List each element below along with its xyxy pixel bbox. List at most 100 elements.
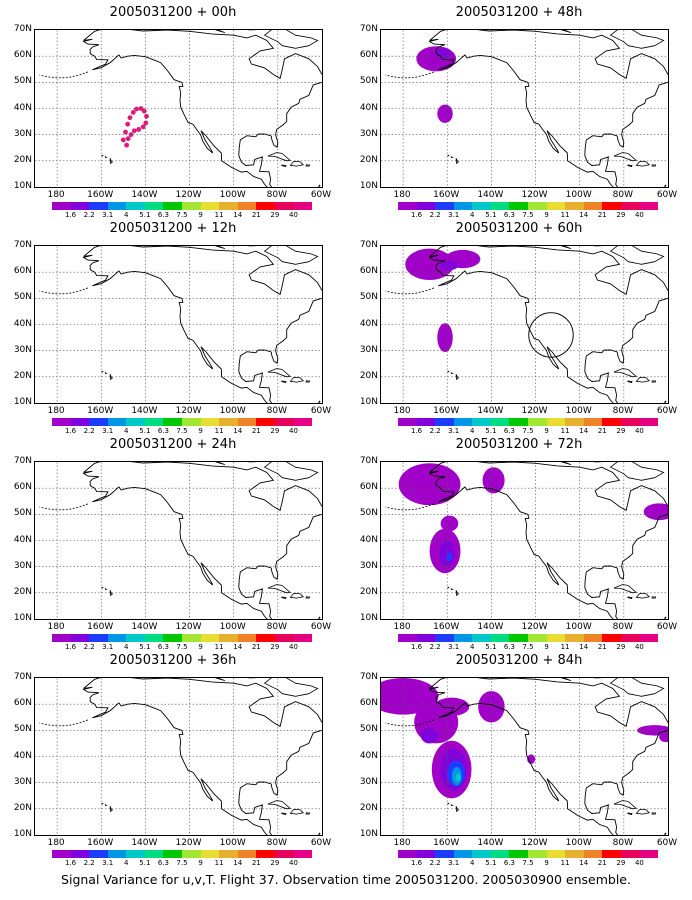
longitude-tick-label: 160W [87, 190, 114, 200]
colorbar-swatch [453, 418, 473, 426]
colorbar [398, 634, 659, 642]
observation-point [128, 132, 134, 138]
latitude-tick-label: 30N [13, 560, 32, 571]
observation-point [125, 136, 131, 141]
colorbar-swatch [293, 850, 313, 858]
colorbar-swatch [620, 202, 640, 210]
colorbar-swatch [602, 634, 621, 642]
colorbar-swatch [89, 634, 108, 642]
observation-point [127, 115, 133, 121]
colorbar-swatch [182, 418, 201, 426]
colorbar-label: 6.3 [157, 643, 169, 651]
colorbar-label: 1.6 [410, 427, 423, 435]
latitude-tick-label: 50N [13, 76, 32, 87]
latitude-tick-label: 50N [13, 724, 32, 735]
colorbar-swatch [237, 202, 257, 210]
colorbar-swatch [237, 418, 257, 426]
map-frame [380, 29, 669, 188]
colorbar-label: 14 [233, 859, 243, 867]
latitude-tick-label: 20N [13, 154, 32, 165]
observation-point [120, 137, 126, 143]
colorbar-swatch [453, 634, 473, 642]
coastline [82, 30, 322, 187]
longitude-tick-label: 120W [175, 190, 202, 200]
colorbar-label: 21 [251, 643, 261, 651]
colorbar-label: 5.1 [485, 427, 497, 435]
observation-point [124, 142, 130, 148]
colorbar-swatch [472, 634, 491, 642]
colorbar-swatch [89, 418, 108, 426]
colorbar-swatch [219, 634, 238, 642]
colorbar [52, 418, 313, 426]
colorbar-swatch [416, 202, 436, 210]
colorbar-swatch [219, 418, 238, 426]
latitude-tick-label: 50N [13, 508, 32, 519]
colorbar-swatch [293, 202, 313, 210]
longitude-tick-label: 180 [47, 622, 65, 632]
latitude-tick-label: 20N [13, 802, 32, 813]
colorbar-swatch [435, 418, 454, 426]
colorbar-label: 2.2 [429, 643, 441, 651]
variance-shading [440, 260, 459, 271]
colorbar-label: 29 [270, 643, 280, 651]
colorbar-swatch [639, 418, 659, 426]
panel-title: 2005031200 + 24h [109, 437, 237, 452]
map-panel: 2005031200 + 24h 70N 60N 50N 40N 30N 20N 10N 180… [0, 432, 346, 651]
colorbar-swatch [639, 634, 659, 642]
panel-title: 2005031200 + 60h [455, 221, 583, 236]
latitude-tick-label: 50N [359, 292, 378, 303]
colorbar-swatch [398, 634, 417, 642]
colorbar-label: 5.1 [485, 643, 497, 651]
map-panel: 2005031200 + 36h 70N 60N 50N 40N 30N 20N 10N 180… [0, 648, 346, 867]
target-region-circle [528, 312, 574, 358]
colorbar-label: 29 [616, 427, 626, 435]
map-frame [34, 29, 323, 188]
colorbar-label: 4 [470, 643, 475, 651]
colorbar-label: 14 [579, 427, 589, 435]
colorbar-swatch [565, 850, 584, 858]
colorbar-swatch [583, 634, 603, 642]
colorbar-swatch [107, 202, 127, 210]
longitude-tick-label: 60W [656, 406, 678, 416]
variance-shading [455, 773, 461, 782]
latitude-tick-label: 60N [359, 266, 378, 277]
colorbar-label: 5.1 [139, 211, 151, 219]
colorbar-label: 1.6 [64, 427, 77, 435]
colorbar-label: 6.3 [157, 859, 169, 867]
colorbar-swatch [602, 850, 621, 858]
colorbar-label: 40 [288, 859, 298, 867]
colorbar-swatch [490, 418, 510, 426]
colorbar-label: 3.1 [448, 211, 460, 219]
longitude-tick-label: 160W [433, 406, 460, 416]
latitude-tick-label: 70N [13, 456, 32, 466]
longitude-tick-label: 60W [656, 190, 678, 200]
colorbar-label: 21 [251, 859, 261, 867]
map-panel: 2005031200 + 48h 70N 60N 50N 40N 30N 20N 10N 180… [346, 0, 692, 219]
colorbar-swatch [565, 418, 584, 426]
colorbar-label: 3.1 [448, 643, 460, 651]
observation-point [130, 110, 136, 115]
latitude-tick-label: 30N [359, 560, 378, 571]
colorbar-swatch [490, 634, 510, 642]
colorbar-swatch [490, 202, 510, 210]
map-panel: 2005031200 + 12h 70N 60N 50N 40N 30N 20N 10N 180… [0, 216, 346, 435]
observation-point [144, 113, 149, 119]
longitude-tick-label: 100W [219, 190, 246, 200]
observation-point [125, 121, 131, 127]
colorbar-label: 6.3 [503, 859, 515, 867]
coastline [82, 678, 322, 835]
colorbar-swatch [163, 850, 183, 858]
map-plot [35, 462, 322, 619]
colorbar [52, 634, 313, 642]
longitude-tick-label: 80W [612, 622, 634, 632]
latitude-tick-label: 30N [13, 344, 32, 355]
colorbar-swatch [416, 634, 436, 642]
colorbar-label: 14 [233, 427, 243, 435]
map-frame [34, 677, 323, 836]
longitude-tick-label: 140W [477, 838, 504, 848]
panel-title: 2005031200 + 12h [109, 221, 237, 236]
colorbar-label: 1.6 [410, 643, 423, 651]
variance-shading [437, 104, 453, 123]
panel-title: 2005031200 + 84h [455, 653, 583, 668]
latitude-tick-label: 70N [359, 24, 378, 34]
